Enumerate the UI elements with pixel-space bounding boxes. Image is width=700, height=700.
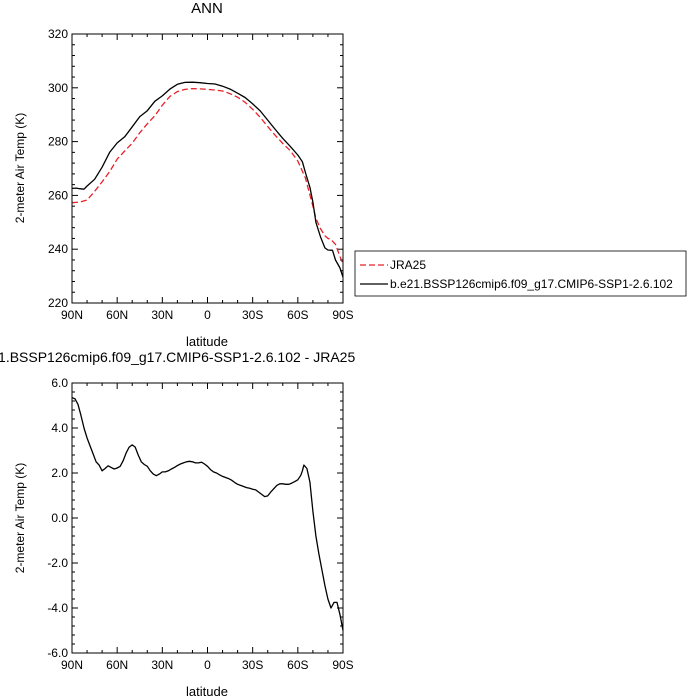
x-tick-label: 60S: [287, 658, 308, 672]
y-tick-label: -4.0: [47, 601, 68, 615]
top-series-lines: [71, 81, 344, 278]
y-tick-label: 320: [48, 27, 68, 41]
bottom-y-axis-label: 2-meter Air Temp (K): [13, 463, 27, 573]
top-plot-frame: [71, 33, 344, 304]
x-tick-label: 90S: [332, 658, 353, 672]
y-tick-label: 300: [48, 81, 68, 95]
x-tick-label: 60N: [106, 308, 128, 322]
y-tick-label: 2.0: [51, 466, 68, 480]
bottom-x-axis-label: latitude: [186, 684, 228, 699]
legend: JRA25 b.e21.BSSP126cmip6.f09_g17.CMIP6-S…: [354, 250, 687, 297]
x-tick-label: 30N: [151, 658, 173, 672]
series-line-0: [71, 87, 344, 265]
x-tick-label: 90S: [332, 308, 353, 322]
x-tick-label: 90N: [61, 658, 83, 672]
x-tick-label: 30S: [242, 308, 263, 322]
top-y-axis-label: 2-meter Air Temp (K): [13, 113, 27, 223]
top-panel: ANN 90N 60N 30N 0 30S 60S 90S 220 240 260 280 300 32…: [13, 0, 354, 349]
y-tick-label: 240: [48, 242, 68, 256]
top-x-axis-label: latitude: [186, 334, 228, 349]
series-line-0: [71, 396, 344, 631]
y-tick-label: 280: [48, 135, 68, 149]
x-tick-label: 30S: [242, 658, 263, 672]
x-tick-label: 60S: [287, 308, 308, 322]
y-tick-label: -6.0: [47, 646, 68, 660]
y-tick-label: 0.0: [51, 511, 68, 525]
top-axis-ticks: 90N 60N 30N 0 30S 60S 90S 220 240 260 280 300 320: [48, 27, 354, 322]
bottom-chart-title: b.e21.BSSP126cmip6.f09_g17.CMIP6-SSP1-2.…: [0, 349, 355, 365]
y-tick-label: 4.0: [51, 421, 68, 435]
y-tick-label: 6.0: [51, 376, 68, 390]
x-tick-label: 60N: [106, 658, 128, 672]
y-tick-label: -2.0: [47, 556, 68, 570]
legend-box: [354, 250, 687, 297]
bottom-plot-frame: [71, 382, 344, 654]
bottom-axis-ticks: 90N 60N 30N 0 30S 60S 90S -6.0 -4.0 -2.0 0.0 2.0 4.0…: [47, 376, 353, 672]
x-tick-label: 30N: [151, 308, 173, 322]
bottom-panel: b.e21.BSSP126cmip6.f09_g17.CMIP6-SSP1-2.…: [0, 349, 355, 699]
legend-label-model: b.e21.BSSP126cmip6.f09_g17.CMIP6-SSP1-2.…: [390, 277, 673, 291]
x-tick-label: 90N: [61, 308, 83, 322]
series-line-1: [71, 81, 344, 278]
x-tick-label: 0: [204, 658, 211, 672]
top-chart-title: ANN: [191, 0, 223, 17]
y-tick-label: 220: [48, 296, 68, 310]
bottom-series-lines: [71, 396, 344, 631]
legend-label-jra25: JRA25: [390, 258, 426, 272]
x-tick-label: 0: [204, 308, 211, 322]
y-tick-label: 260: [48, 188, 68, 202]
